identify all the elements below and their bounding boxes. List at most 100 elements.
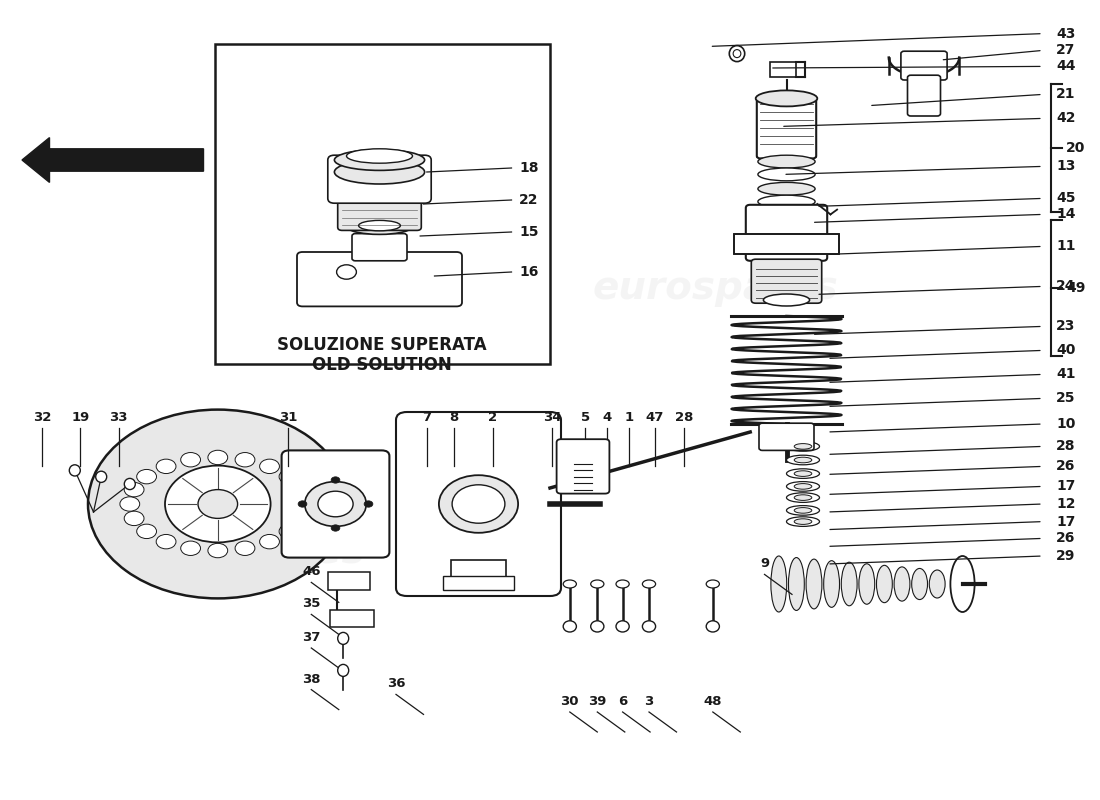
Circle shape [165, 466, 271, 542]
Text: 7: 7 [422, 411, 431, 424]
Ellipse shape [334, 150, 425, 170]
Circle shape [198, 490, 238, 518]
Text: 21: 21 [1056, 87, 1076, 102]
Ellipse shape [950, 556, 975, 612]
Text: 34: 34 [543, 411, 561, 424]
FancyBboxPatch shape [757, 96, 816, 158]
Text: 31: 31 [279, 411, 297, 424]
Ellipse shape [439, 475, 518, 533]
FancyBboxPatch shape [908, 75, 940, 116]
Text: 37: 37 [302, 631, 320, 644]
Text: 35: 35 [302, 598, 320, 610]
Circle shape [279, 524, 299, 538]
Text: 30: 30 [561, 695, 579, 708]
Text: 6: 6 [618, 695, 627, 708]
Text: 1: 1 [625, 411, 634, 424]
Ellipse shape [877, 566, 892, 602]
Text: 17: 17 [1056, 514, 1076, 529]
Ellipse shape [334, 160, 425, 184]
Ellipse shape [758, 155, 815, 168]
Text: 41: 41 [1056, 367, 1076, 382]
Ellipse shape [794, 443, 812, 450]
Text: 11: 11 [1056, 239, 1076, 254]
Ellipse shape [305, 482, 366, 526]
Ellipse shape [642, 580, 656, 588]
Text: 13: 13 [1056, 159, 1076, 174]
Text: 23: 23 [1056, 319, 1076, 334]
Ellipse shape [794, 483, 812, 489]
Ellipse shape [563, 621, 576, 632]
Text: 36: 36 [387, 678, 405, 690]
Text: 19: 19 [72, 411, 89, 424]
Ellipse shape [452, 485, 505, 523]
Ellipse shape [69, 465, 80, 476]
Ellipse shape [789, 558, 804, 610]
Text: 39: 39 [588, 695, 606, 708]
Bar [328, 572, 370, 590]
Ellipse shape [771, 556, 786, 612]
Ellipse shape [894, 567, 910, 601]
Circle shape [124, 482, 144, 497]
Text: 45: 45 [1056, 191, 1076, 206]
Text: 4: 4 [603, 411, 612, 424]
Bar [734, 234, 839, 254]
Ellipse shape [794, 470, 812, 476]
Text: OLD SOLUTION: OLD SOLUTION [311, 356, 452, 374]
FancyBboxPatch shape [352, 234, 407, 261]
Circle shape [235, 541, 255, 555]
Circle shape [331, 477, 340, 483]
Text: 43: 43 [1056, 26, 1076, 41]
Text: 47: 47 [646, 411, 663, 424]
Text: 3: 3 [645, 695, 653, 708]
Circle shape [235, 453, 255, 467]
FancyBboxPatch shape [759, 423, 814, 450]
Ellipse shape [729, 46, 745, 62]
Ellipse shape [758, 195, 815, 208]
Polygon shape [22, 138, 204, 182]
Text: 48: 48 [704, 695, 722, 708]
Circle shape [136, 524, 156, 538]
Text: 5: 5 [581, 411, 590, 424]
Ellipse shape [758, 168, 815, 181]
Bar [451, 560, 506, 584]
Text: 33: 33 [110, 411, 128, 424]
Ellipse shape [563, 580, 576, 588]
FancyBboxPatch shape [396, 412, 561, 596]
Ellipse shape [763, 294, 810, 306]
Ellipse shape [794, 494, 812, 501]
Ellipse shape [794, 457, 812, 462]
Circle shape [260, 534, 279, 549]
Text: 16: 16 [519, 265, 539, 279]
Text: 38: 38 [302, 673, 320, 686]
Ellipse shape [824, 561, 839, 607]
Ellipse shape [616, 580, 629, 588]
Text: 29: 29 [1056, 549, 1076, 563]
Text: 26: 26 [1056, 459, 1076, 474]
Circle shape [292, 482, 311, 497]
Text: 28: 28 [1056, 439, 1076, 454]
Circle shape [331, 525, 340, 531]
Ellipse shape [786, 442, 820, 451]
Ellipse shape [859, 564, 874, 604]
Text: 49: 49 [1066, 281, 1086, 295]
Text: 27: 27 [1056, 43, 1076, 58]
FancyBboxPatch shape [901, 51, 947, 80]
Ellipse shape [706, 580, 719, 588]
Circle shape [136, 470, 156, 484]
Text: 18: 18 [519, 161, 539, 175]
Circle shape [292, 511, 311, 526]
Circle shape [260, 459, 279, 474]
Text: SOLUZIONE SUPERATA: SOLUZIONE SUPERATA [277, 336, 486, 354]
Ellipse shape [842, 562, 857, 606]
FancyBboxPatch shape [751, 259, 822, 303]
Text: 24: 24 [1056, 279, 1076, 294]
Ellipse shape [345, 217, 414, 234]
Text: 46: 46 [302, 566, 320, 578]
Text: 15: 15 [519, 225, 539, 239]
Circle shape [208, 543, 228, 558]
FancyBboxPatch shape [328, 155, 431, 203]
Ellipse shape [337, 265, 356, 279]
Ellipse shape [912, 569, 927, 599]
Bar [734, 234, 839, 254]
Ellipse shape [96, 471, 107, 482]
